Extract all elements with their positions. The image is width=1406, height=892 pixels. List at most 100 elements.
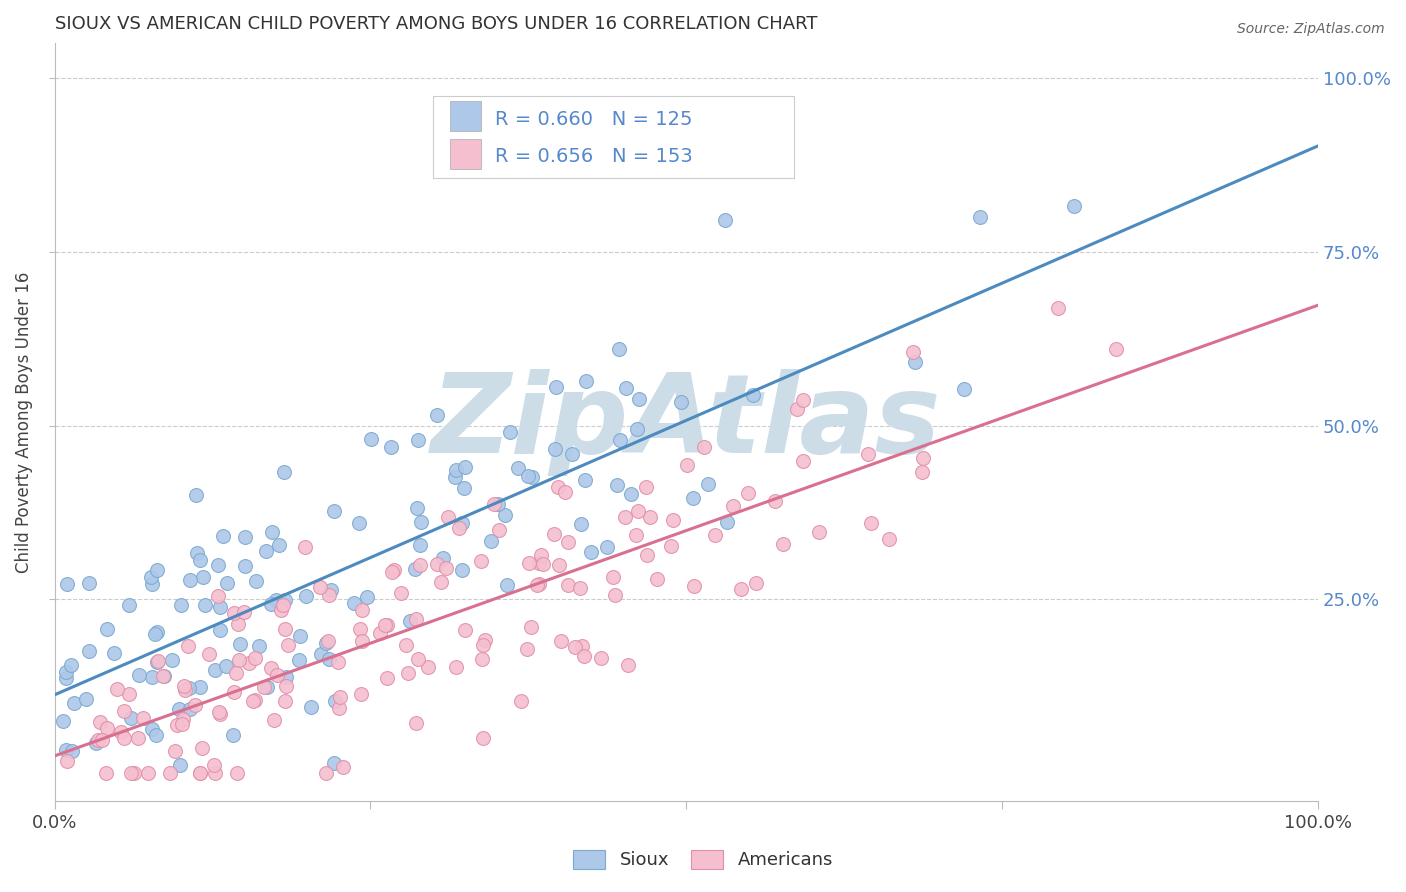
Point — [79, 644, 101, 658]
Point — [290, 629, 312, 643]
Point — [173, 683, 195, 698]
Text: R = 0.656   N = 153: R = 0.656 N = 153 — [495, 147, 693, 166]
Point — [167, 702, 190, 716]
Point — [84, 736, 107, 750]
Point — [166, 718, 188, 732]
Point — [571, 639, 593, 653]
Point — [406, 433, 429, 447]
Point — [557, 578, 579, 592]
Point — [217, 576, 239, 591]
Point — [564, 640, 586, 654]
Point — [96, 766, 118, 780]
Point — [647, 572, 669, 586]
Point — [579, 545, 602, 559]
Point — [496, 578, 519, 592]
Point — [226, 616, 249, 631]
Point — [531, 558, 554, 572]
Point — [323, 504, 346, 518]
Point — [245, 574, 267, 588]
Point — [173, 679, 195, 693]
Point — [786, 401, 808, 416]
Point — [589, 651, 612, 665]
Point — [141, 722, 163, 736]
Point — [574, 473, 596, 487]
Point — [159, 766, 181, 780]
Point — [343, 596, 366, 610]
Point — [602, 570, 624, 584]
Point — [860, 516, 883, 530]
Point — [772, 536, 794, 550]
Point — [1047, 301, 1070, 315]
Point — [349, 622, 371, 636]
Point — [969, 211, 991, 225]
Point — [169, 758, 191, 772]
Point — [575, 374, 598, 388]
Point — [136, 766, 159, 780]
Point — [55, 671, 77, 685]
Point — [510, 694, 533, 708]
Point — [212, 529, 235, 543]
Point — [118, 599, 141, 613]
Point — [146, 654, 169, 668]
Point — [323, 694, 346, 708]
Text: R = 0.660   N = 125: R = 0.660 N = 125 — [495, 110, 692, 128]
Point — [96, 721, 118, 735]
Point — [315, 766, 337, 780]
Point — [765, 494, 787, 508]
Point — [321, 583, 343, 598]
Point — [356, 590, 378, 604]
Point — [266, 592, 288, 607]
Point — [627, 392, 650, 407]
Point — [792, 453, 814, 467]
Point — [526, 578, 548, 592]
Point — [374, 618, 396, 632]
Point — [184, 698, 207, 713]
Point — [162, 653, 184, 667]
Point — [204, 663, 226, 677]
Point — [55, 576, 77, 591]
Point — [516, 469, 538, 483]
Point — [737, 485, 759, 500]
Point — [141, 577, 163, 591]
Point — [682, 491, 704, 505]
Point — [520, 470, 543, 484]
Point — [63, 696, 86, 710]
Point — [450, 516, 472, 530]
Point — [276, 670, 298, 684]
Point — [229, 636, 252, 650]
Point — [444, 463, 467, 477]
Point — [79, 576, 101, 591]
Point — [153, 668, 176, 682]
Point — [242, 694, 264, 708]
Point — [179, 702, 201, 716]
Point — [634, 480, 657, 494]
Point — [56, 755, 79, 769]
Point — [676, 458, 699, 472]
Point — [406, 501, 429, 516]
Point — [716, 515, 738, 529]
Text: SIOUX VS AMERICAN CHILD POVERTY AMONG BOYS UNDER 16 CORRELATION CHART: SIOUX VS AMERICAN CHILD POVERTY AMONG BO… — [55, 15, 817, 33]
Point — [176, 639, 198, 653]
Point — [434, 561, 457, 575]
Point — [350, 634, 373, 648]
Point — [263, 713, 285, 727]
Point — [215, 659, 238, 673]
Point — [792, 392, 814, 407]
Point — [607, 342, 630, 356]
Point — [546, 379, 568, 393]
Point — [360, 433, 382, 447]
Point — [207, 558, 229, 572]
Point — [404, 562, 426, 576]
Point — [527, 556, 550, 570]
Point — [52, 714, 75, 728]
Point — [561, 446, 583, 460]
Point — [381, 566, 404, 580]
Point — [55, 665, 77, 679]
Point — [329, 690, 352, 705]
Point — [488, 523, 510, 537]
Point — [222, 728, 245, 742]
Point — [256, 680, 278, 694]
Point — [911, 465, 934, 479]
Point — [543, 527, 565, 541]
Point — [270, 603, 292, 617]
